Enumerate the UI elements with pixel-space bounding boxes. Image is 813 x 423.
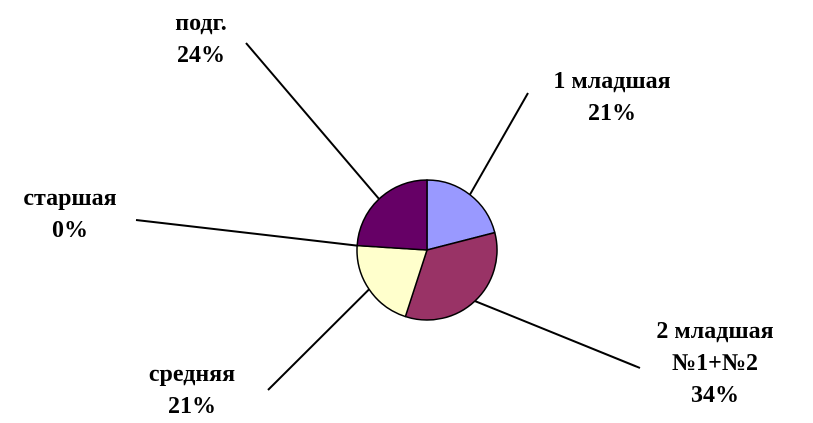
slice-label-3-line-1: средняя: [149, 361, 235, 387]
slice-label-4-line-2: 0%: [52, 217, 88, 243]
slice-label-5: подг. 24%: [175, 10, 226, 68]
pie-slices: [356, 179, 498, 321]
leader-lines: [135, 42, 641, 391]
pie-slice-2: [404, 231, 498, 321]
slice-label-1-line-1: 1 младшая: [553, 68, 670, 94]
slice-label-3-line-2: 21%: [168, 393, 216, 419]
slice-label-2-line-1: 2 младшая: [656, 318, 773, 344]
slice-labels: 1 младшая 21%2 младшая №1+№2 34%средняя 21%с…: [23, 10, 773, 419]
leader-line-5: [245, 42, 380, 200]
pie-slice-3: [356, 244, 429, 318]
slice-label-1-line-2: 21%: [588, 100, 636, 126]
slice-label-2: 2 младшая №1+№2 34%: [656, 318, 773, 408]
leader-line-4: [135, 219, 358, 247]
slice-label-3: средняя 21%: [149, 361, 235, 419]
slice-label-4-line-1: старшая: [23, 185, 116, 211]
leader-line-2: [474, 300, 641, 369]
slice-label-5-line-2: 24%: [177, 42, 225, 68]
slice-label-5-line-1: подг.: [175, 10, 226, 36]
leader-line-3: [267, 288, 370, 391]
slice-label-1: 1 младшая 21%: [553, 68, 670, 126]
leader-line-1: [469, 92, 529, 196]
pie-slice-5: [356, 179, 428, 251]
slice-label-4: старшая 0%: [23, 185, 116, 243]
slice-label-2-line-3: 34%: [691, 382, 739, 408]
slice-label-2-line-2: №1+№2: [672, 350, 758, 376]
